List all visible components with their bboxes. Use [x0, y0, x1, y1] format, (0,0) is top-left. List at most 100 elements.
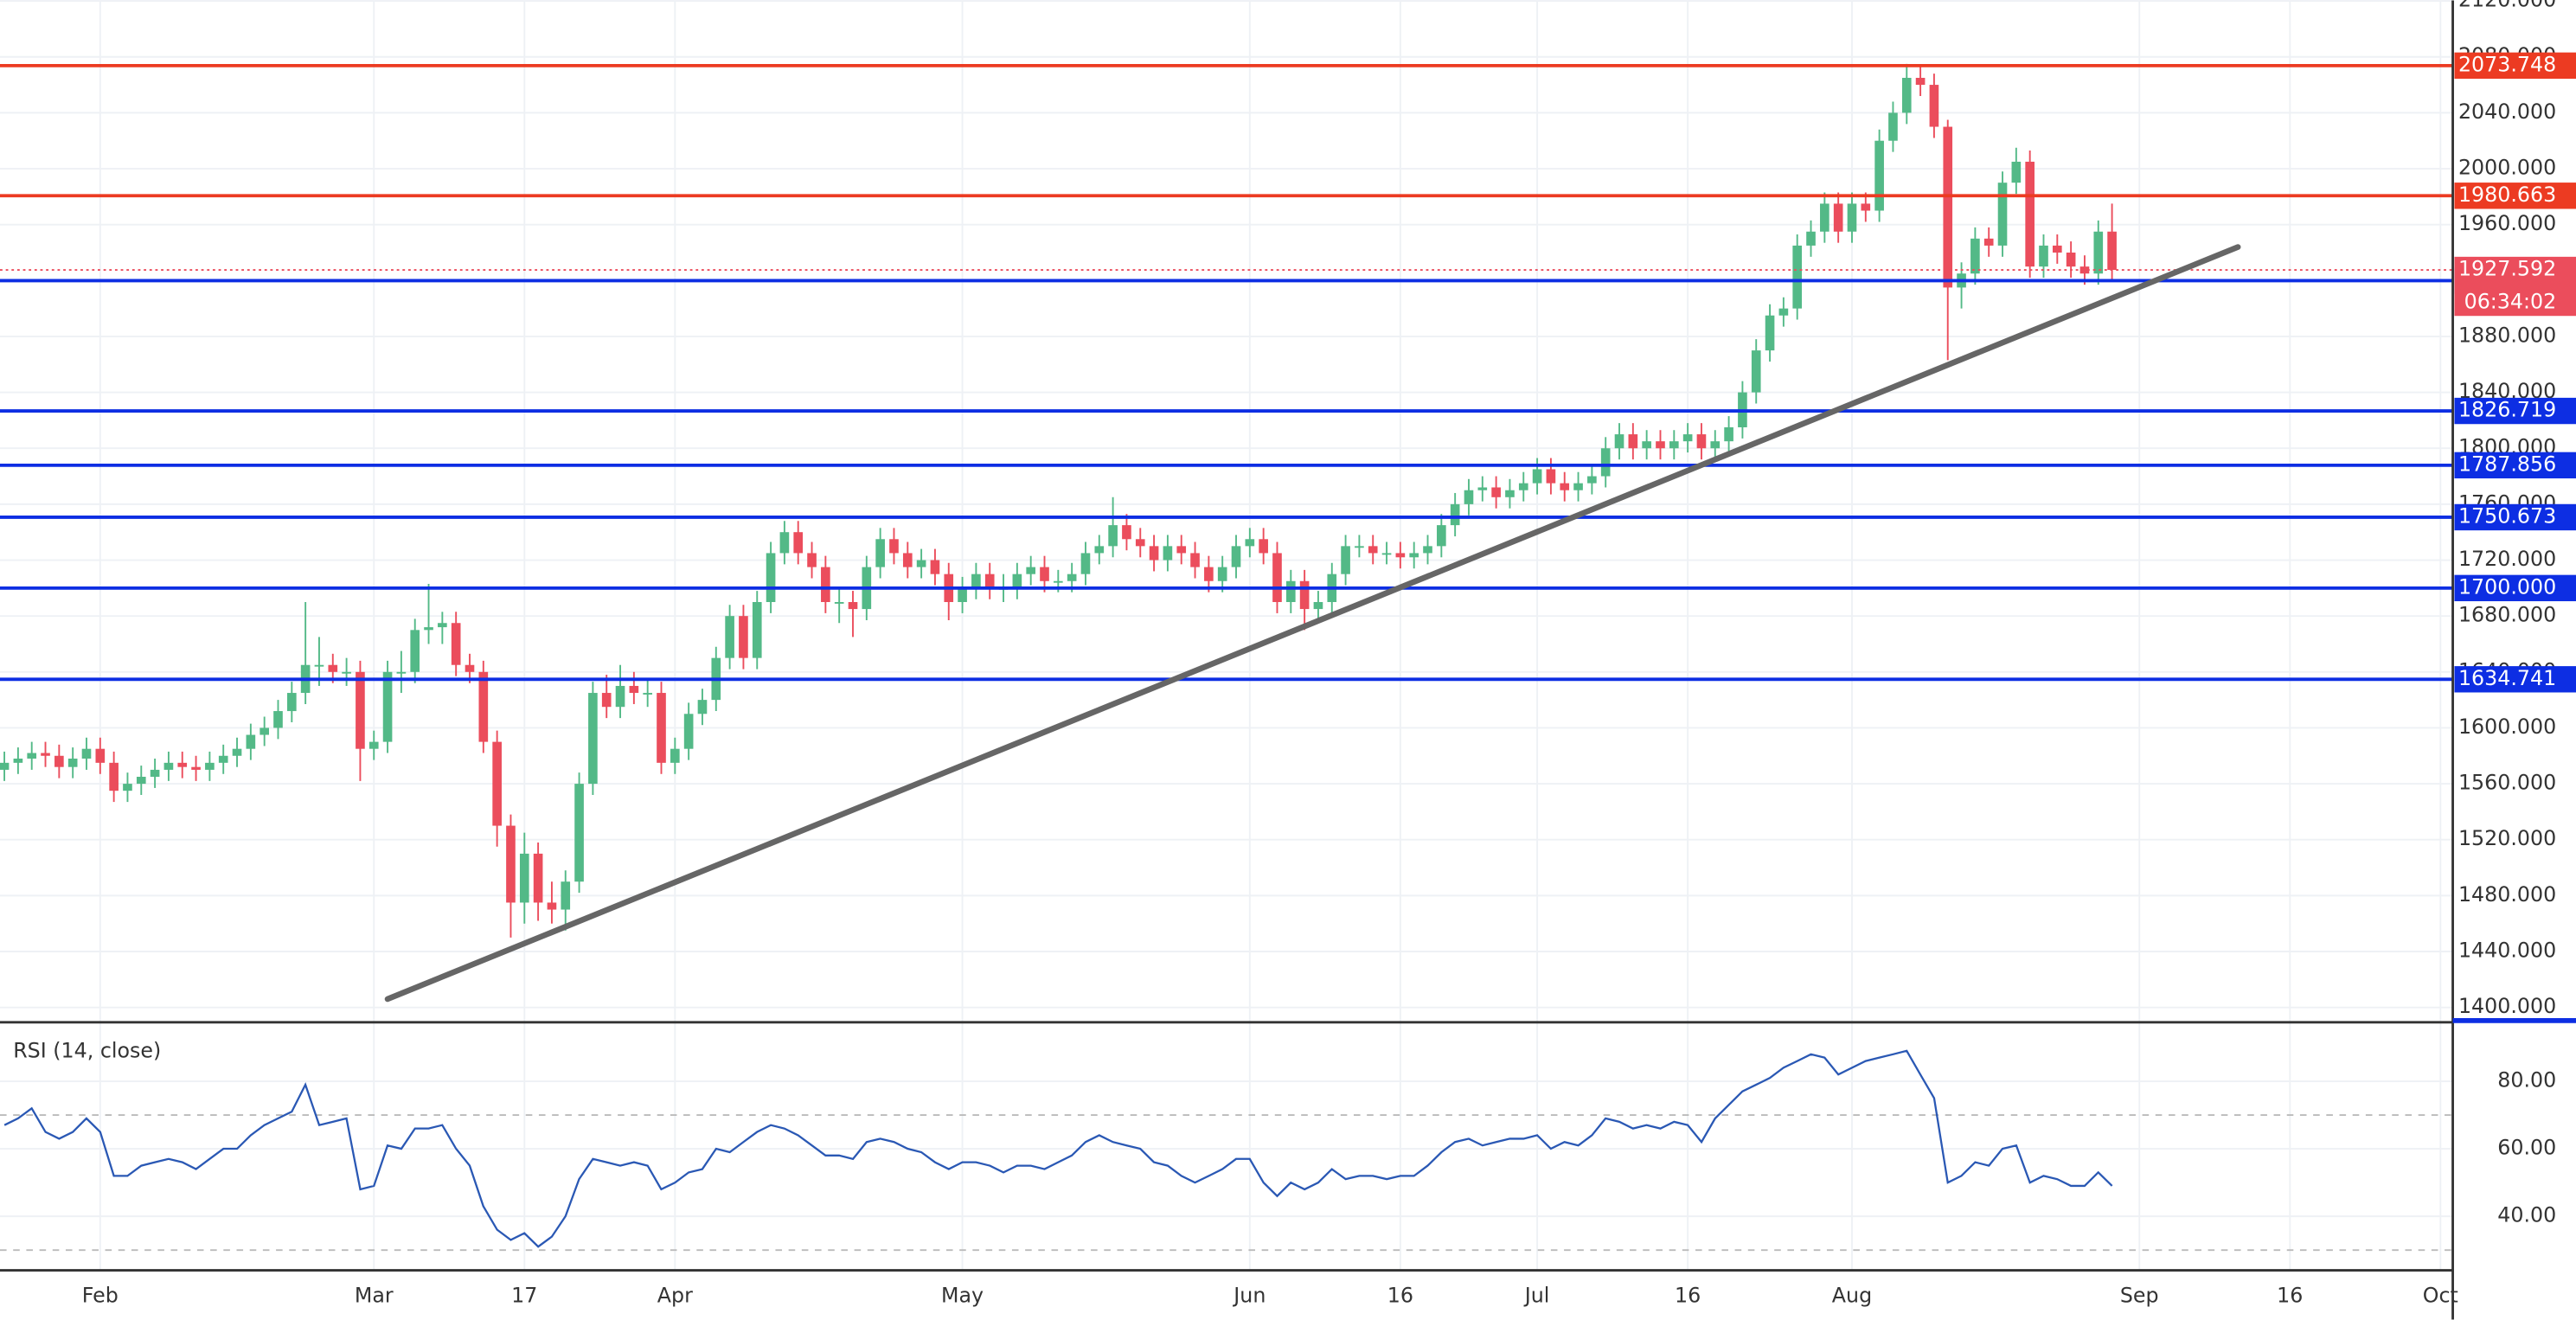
candle-body — [1231, 546, 1241, 567]
level-label-box — [2454, 574, 2576, 602]
candle-body — [13, 758, 23, 763]
candle-body — [519, 853, 529, 903]
candle-body — [1820, 203, 1829, 232]
candle-body — [1135, 539, 1145, 547]
candle-body — [1080, 553, 1091, 574]
candle-body — [821, 567, 830, 603]
candle-body — [273, 711, 283, 728]
candle-body — [1176, 546, 1187, 554]
candle-body — [834, 602, 844, 604]
candle-body — [670, 748, 680, 763]
candle-body — [561, 881, 571, 910]
candle-body — [506, 825, 516, 903]
candle-body — [396, 671, 407, 674]
candle-body — [246, 734, 256, 749]
candle-body — [109, 762, 119, 791]
candle-body — [1600, 448, 1611, 477]
candle-body — [1833, 203, 1843, 232]
candle-body — [1505, 490, 1515, 497]
candle-body — [1067, 573, 1077, 581]
candle-body — [1464, 490, 1474, 504]
candle-body — [1806, 231, 1816, 246]
candle-body — [2039, 245, 2048, 267]
candle-body — [1259, 539, 1268, 554]
x-tick-label: Sep — [2120, 1283, 2159, 1307]
candle-body — [2066, 252, 2076, 267]
candle-body — [1573, 483, 1583, 490]
candle-body — [1477, 487, 1488, 490]
candle-body — [1929, 85, 1939, 127]
y-tick-label: 1720.000 — [2458, 547, 2556, 571]
candle-body — [191, 766, 201, 770]
candle-body — [1861, 203, 1871, 211]
candle-body — [1546, 469, 1556, 484]
candle-body — [1094, 546, 1105, 554]
level-label: 1700.000 — [2458, 574, 2556, 599]
candle-body — [1901, 77, 1912, 113]
candle-body — [916, 560, 926, 567]
level-label: 2073.748 — [2458, 52, 2556, 76]
y-tick-label: 1880.000 — [2458, 323, 2556, 347]
candle-body — [41, 753, 50, 756]
candle-body — [984, 573, 995, 588]
candle-body — [1491, 487, 1501, 497]
candle-body — [1122, 525, 1131, 540]
candle-body — [410, 630, 420, 672]
candle-body — [356, 671, 365, 749]
candle-body — [1381, 553, 1392, 555]
candle-body — [683, 714, 694, 749]
candle-body — [478, 671, 489, 742]
candle-body — [451, 623, 461, 665]
candle-body — [971, 573, 981, 588]
candle-body — [27, 753, 37, 759]
candle-body — [725, 616, 734, 658]
rsi-title: RSI (14, close) — [13, 1038, 161, 1062]
level-label-box — [2454, 52, 2576, 80]
candle-body — [1710, 441, 1721, 449]
candle-body — [1778, 308, 1789, 316]
candle-body — [1313, 602, 1323, 610]
candle-body — [424, 627, 433, 631]
candle-body — [232, 748, 242, 756]
candle-body — [1368, 546, 1378, 554]
y-tick-label: 1560.000 — [2458, 771, 2556, 795]
candle-body — [1518, 483, 1528, 490]
level-label: 1750.673 — [2458, 503, 2556, 528]
y-tick-label: 1600.000 — [2458, 714, 2556, 739]
rsi-tick-label: 40.00 — [2497, 1203, 2556, 1227]
candle-body — [328, 664, 338, 672]
y-tick-label: 1520.000 — [2458, 826, 2556, 850]
candle-body — [2079, 266, 2090, 274]
candle-body — [95, 748, 106, 763]
level-label-box — [2454, 397, 2576, 425]
candle-body — [1204, 567, 1214, 581]
candle-body — [1682, 434, 1693, 442]
y-tick-label: 1440.000 — [2458, 939, 2556, 963]
y-tick-label: 1480.000 — [2458, 882, 2556, 907]
candle-body — [697, 700, 708, 714]
candle-body — [492, 741, 502, 826]
rsi-line — [3, 1049, 2113, 1248]
y-tick-label: 2120.000 — [2458, 0, 2556, 12]
candle-body — [1245, 539, 1255, 547]
level-label-box — [2454, 452, 2576, 479]
x-tick-label: Oct — [2423, 1283, 2458, 1307]
candle-body — [1108, 525, 1118, 547]
candle-body — [136, 777, 146, 785]
candle-body — [657, 693, 666, 763]
y-tick-label: 1680.000 — [2458, 603, 2556, 627]
x-tick-label: 17 — [511, 1283, 537, 1307]
candle-body — [218, 755, 228, 763]
level-label: 1826.719 — [2458, 398, 2556, 422]
candle-body — [1560, 483, 1570, 490]
candle-body — [1669, 441, 1679, 449]
x-tick-label: 16 — [1675, 1283, 1701, 1307]
candle-body — [1285, 580, 1296, 603]
candle-body — [807, 553, 817, 567]
candle-body — [1628, 434, 1638, 449]
x-tick-label: Aug — [1832, 1283, 1872, 1307]
rsi-tick-label: 80.00 — [2497, 1068, 2556, 1093]
candle-body — [1792, 245, 1803, 309]
x-tick-label: May — [941, 1283, 984, 1307]
